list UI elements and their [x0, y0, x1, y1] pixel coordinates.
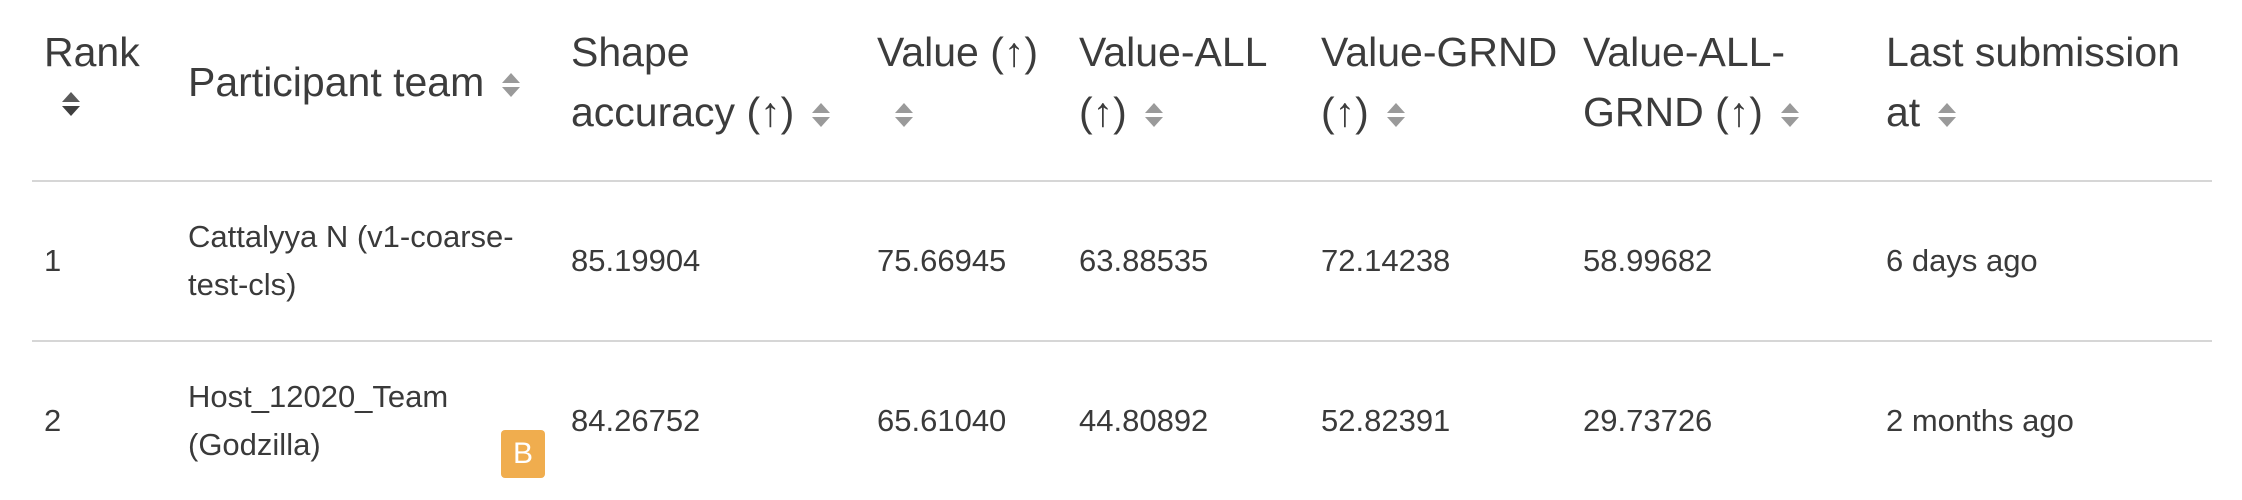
value-all-cell: 63.88535 — [1067, 181, 1309, 342]
value-cell: 75.66945 — [865, 181, 1067, 342]
value-all-grnd-cell: 29.73726 — [1583, 403, 1713, 438]
sort-icon[interactable] — [1780, 101, 1799, 129]
column-header-label: Value-ALL-GRND (↑) — [1583, 29, 1786, 135]
column-header-value[interactable]: Value (↑) — [865, 0, 1067, 182]
leaderboard-table-container: Rank Participant team Shape accuracy (↑)… — [32, 0, 2212, 500]
sort-icon[interactable] — [812, 101, 831, 129]
rank-cell: 1 — [32, 181, 176, 342]
sort-icon[interactable] — [502, 71, 521, 99]
last-submission-cell: 2 months ago — [1886, 403, 2074, 438]
column-header-last-submission[interactable]: Last submission at — [1874, 0, 2212, 182]
rank-cell: 2 — [44, 403, 62, 438]
column-header-label: Value (↑) — [877, 29, 1039, 75]
column-header-value-all-grnd[interactable]: Value-ALL-GRND (↑) — [1571, 0, 1874, 182]
sort-icon[interactable] — [895, 101, 913, 129]
value-grnd-cell: 52.82391 — [1321, 403, 1451, 438]
column-header-value-all[interactable]: Value-ALL (↑) — [1067, 0, 1309, 182]
value-all-cell: 44.80892 — [1079, 403, 1209, 438]
table-body: 1 Cattalyya N (v1-coarse-test-cls) 85.19… — [32, 181, 2212, 500]
table-row: 2 Host_12020_Team (Godzilla) B 84.26752 … — [32, 341, 2212, 500]
leaderboard-table: Rank Participant team Shape accuracy (↑)… — [32, 0, 2212, 500]
value-cell: 65.61040 — [877, 403, 1007, 438]
table-header: Rank Participant team Shape accuracy (↑)… — [32, 0, 2212, 182]
column-header-label: Last submission at — [1886, 29, 2180, 135]
shape-accuracy-cell: 85.19904 — [559, 181, 865, 342]
participant-team-cell: Cattalyya N (v1-coarse-test-cls) — [176, 181, 559, 342]
column-header-label: Value-ALL (↑) — [1079, 29, 1266, 135]
sort-icon[interactable] — [1144, 101, 1163, 129]
sort-icon[interactable] — [1386, 101, 1405, 129]
team-name: Host_12020_Team (Godzilla) — [188, 379, 449, 462]
value-grnd-cell: 72.14238 — [1309, 181, 1571, 342]
team-name: Cattalyya N (v1-coarse-test-cls) — [188, 219, 514, 302]
header-row: Rank Participant team Shape accuracy (↑)… — [32, 0, 2212, 182]
baseline-badge: B — [501, 430, 545, 478]
sort-icon[interactable] — [62, 90, 80, 118]
column-header-value-grnd[interactable]: Value-GRND (↑) — [1309, 0, 1571, 182]
shape-accuracy-cell: 84.26752 — [571, 403, 701, 438]
table-row: 1 Cattalyya N (v1-coarse-test-cls) 85.19… — [32, 181, 2212, 342]
value-all-grnd-cell: 58.99682 — [1571, 181, 1874, 342]
column-header-shape-accuracy[interactable]: Shape accuracy (↑) — [559, 0, 865, 182]
column-header-label: Rank — [44, 29, 140, 75]
column-header-label: Participant team — [188, 59, 485, 105]
last-submission-cell: 6 days ago — [1874, 181, 2212, 342]
sort-icon[interactable] — [1938, 101, 1957, 129]
participant-team-cell: Host_12020_Team (Godzilla) B — [176, 341, 559, 500]
column-header-rank[interactable]: Rank — [32, 0, 176, 182]
column-header-participant-team[interactable]: Participant team — [176, 0, 559, 182]
column-header-label: Value-GRND (↑) — [1321, 29, 1558, 135]
column-header-label: Shape accuracy (↑) — [571, 29, 795, 135]
